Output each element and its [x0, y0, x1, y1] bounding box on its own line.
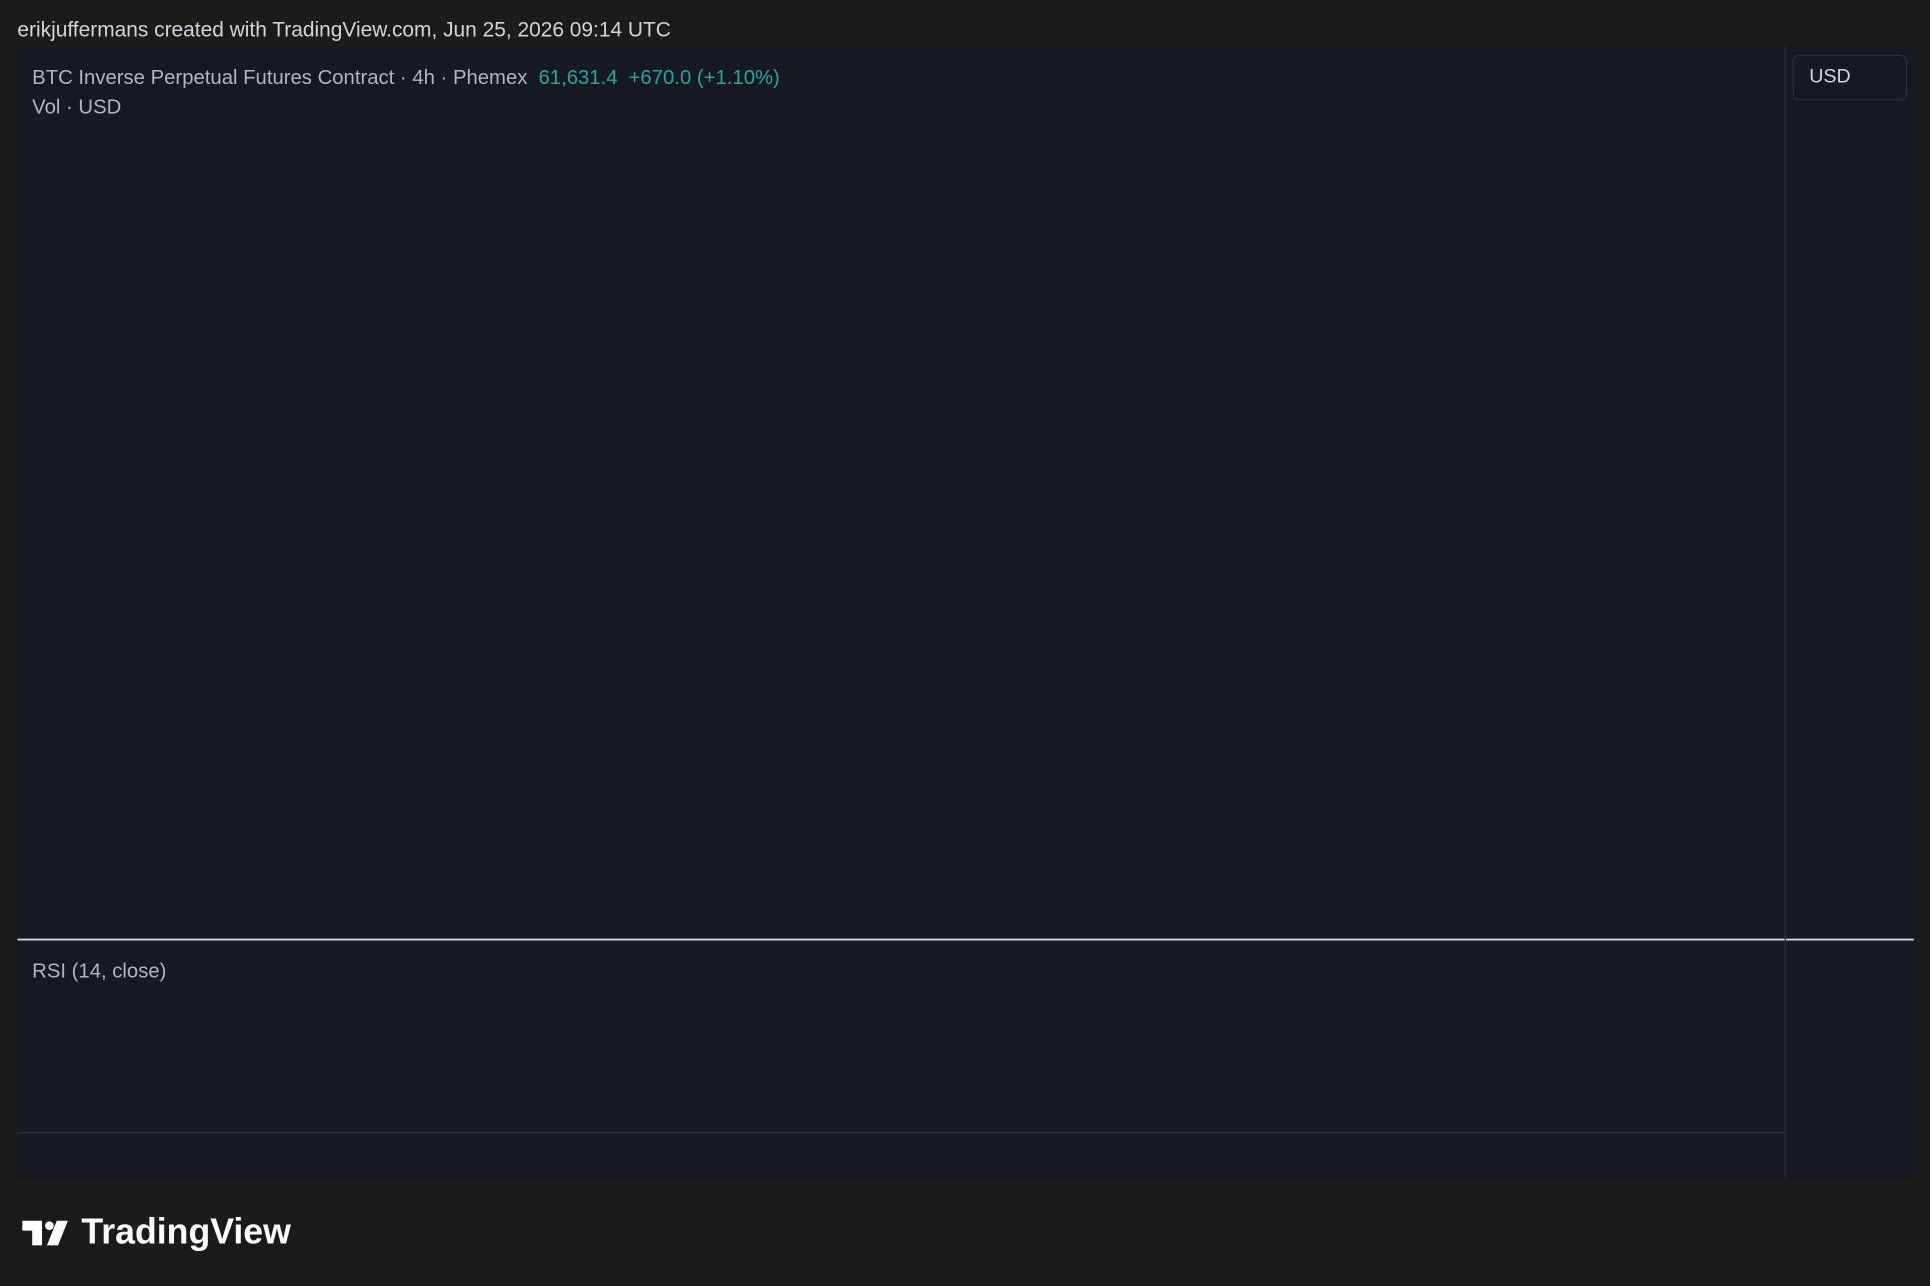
symbol: BTC Inverse Perpetual Futures Contract ·… — [32, 67, 527, 89]
currency[interactable]: USD — [1809, 66, 1851, 88]
chart-panel — [17, 46, 1914, 1179]
logo-text: TradingView — [81, 1212, 291, 1252]
credit: erikjuffermans created with TradingView.… — [17, 18, 670, 41]
legend: BTC Inverse Perpetual Futures Contract ·… — [32, 67, 780, 89]
legend-change: +670.0 (+1.10%) — [629, 67, 780, 89]
rsi-legend: RSI (14, close) — [32, 961, 166, 983]
volume-legend: Vol · USD — [32, 97, 121, 119]
logo: TradingView — [22, 1212, 291, 1252]
legend-price: 61,631.4 — [538, 67, 617, 89]
currency-button[interactable] — [1792, 54, 1908, 101]
logo-dot — [45, 1221, 54, 1231]
logo-icon — [22, 1220, 68, 1246]
